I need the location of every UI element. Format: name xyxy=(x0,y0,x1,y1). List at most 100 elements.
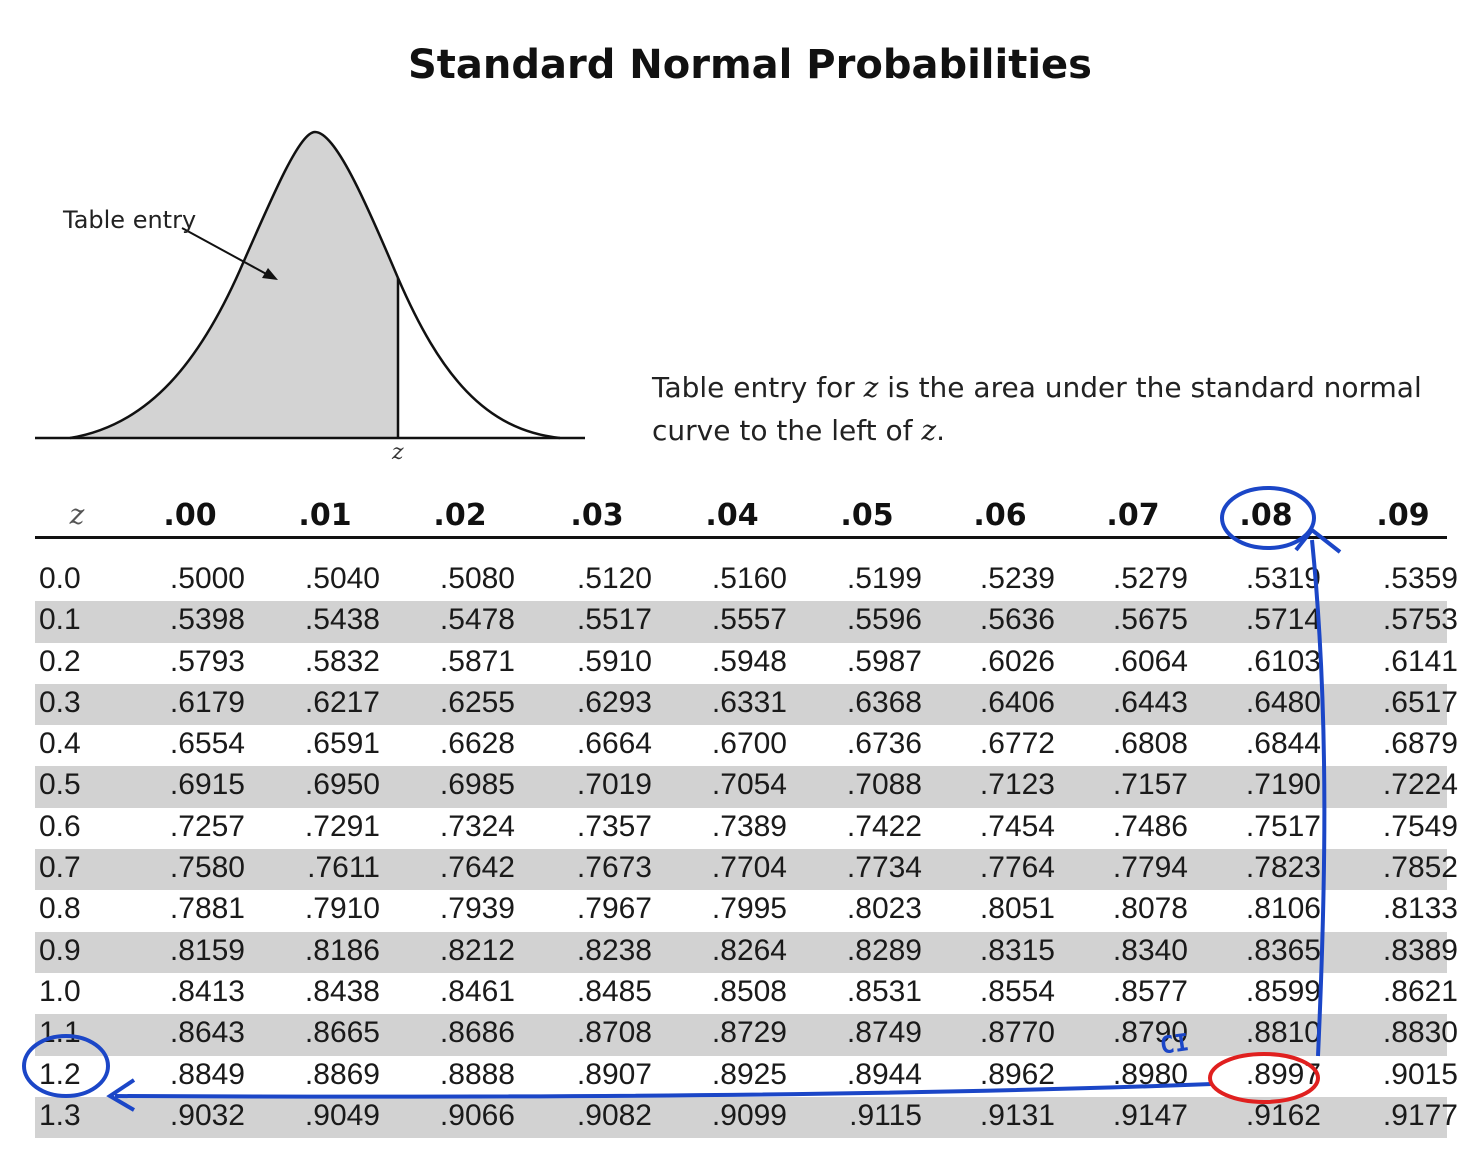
probability-cell: .8888 xyxy=(439,1057,515,1091)
table-row: 0.2 .5793 .5832 .5871 .5910 .5948 .5987 .6026 .6… xyxy=(35,643,1458,684)
probability-cell: .7823 xyxy=(1245,851,1321,885)
probability-cell: .5987 xyxy=(846,644,922,678)
probability-cell: .7054 xyxy=(711,768,787,802)
probability-cell: .6736 xyxy=(846,727,922,761)
normal-curve-figure xyxy=(35,130,585,440)
probability-cell: .7995 xyxy=(711,892,787,926)
probability-cell: .5675 xyxy=(1112,603,1188,637)
probability-cell: .5714 xyxy=(1245,603,1321,637)
probability-cell: .8599 xyxy=(1245,974,1321,1008)
probability-cell: .9131 xyxy=(979,1098,1055,1132)
probability-cell: .7673 xyxy=(576,851,652,885)
probability-cell: .8340 xyxy=(1112,933,1188,967)
probability-cell: .7291 xyxy=(304,809,380,843)
probability-cell: .9032 xyxy=(169,1098,245,1132)
probability-cell: .8907 xyxy=(576,1057,652,1091)
probability-cell: .7324 xyxy=(439,809,515,843)
probability-cell: .8508 xyxy=(711,974,787,1008)
probability-cell: .7486 xyxy=(1112,809,1188,843)
probability-cell: .5239 xyxy=(979,562,1055,595)
probability-cell: .5832 xyxy=(304,644,380,678)
column-header: .07 xyxy=(1106,498,1160,533)
page-title: Standard Normal Probabilities xyxy=(408,42,1092,88)
probability-cell: .9015 xyxy=(1382,1057,1458,1091)
probability-cell: .6700 xyxy=(711,727,787,761)
column-header: .06 xyxy=(973,498,1027,533)
probability-cell: .7517 xyxy=(1245,809,1321,843)
probability-cell: .8461 xyxy=(439,974,515,1008)
description-var-z: z xyxy=(921,414,937,447)
z-value-cell: 0.3 xyxy=(39,685,81,719)
probability-cell: .7422 xyxy=(846,809,922,843)
probability-cell: .6443 xyxy=(1112,685,1188,719)
column-header: .01 xyxy=(298,498,352,533)
probability-cell: .7852 xyxy=(1382,851,1458,885)
probability-cell: .7881 xyxy=(169,892,245,926)
description-text-2: is the area under the standard normal cu… xyxy=(652,371,1422,447)
column-header: .02 xyxy=(433,498,487,533)
z-value-cell: 0.2 xyxy=(39,644,81,678)
probability-cell: .6255 xyxy=(439,685,515,719)
probability-cell: .6628 xyxy=(439,727,515,761)
probability-cell: .8531 xyxy=(846,974,922,1008)
probability-cell: .5478 xyxy=(439,603,515,637)
probability-cell: .8925 xyxy=(711,1057,787,1091)
probability-cell: .8729 xyxy=(711,1016,787,1050)
probability-cell: .5199 xyxy=(846,562,922,595)
probability-cell: .8212 xyxy=(439,933,515,967)
probability-cell: .5359 xyxy=(1382,562,1458,595)
probability-cell: .7910 xyxy=(304,892,380,926)
probability-cell: .9177 xyxy=(1382,1098,1458,1132)
probability-cell: .6950 xyxy=(304,768,380,802)
probability-cell: .7939 xyxy=(439,892,515,926)
probability-cell: .8944 xyxy=(846,1057,922,1091)
probability-cell: .7580 xyxy=(169,851,245,885)
probability-cell: .8289 xyxy=(846,933,922,967)
probability-cell: .8438 xyxy=(304,974,380,1008)
probability-cell: .8365 xyxy=(1245,933,1321,967)
probability-cell: .7190 xyxy=(1245,768,1321,802)
probability-cell: .6517 xyxy=(1382,685,1458,719)
column-header: .00 xyxy=(163,498,217,533)
probability-cell: .6664 xyxy=(576,727,652,761)
handwritten-note: CI xyxy=(1158,1028,1191,1060)
table-entry-label: Table entry xyxy=(63,206,197,234)
probability-cell: .9049 xyxy=(304,1098,380,1132)
probability-cell: .7549 xyxy=(1382,809,1458,843)
table-description: Table entry for z is the area under the … xyxy=(652,366,1462,452)
column-header: .08 xyxy=(1239,498,1293,533)
probability-cell: .8770 xyxy=(979,1016,1055,1050)
probability-cell: .6808 xyxy=(1112,727,1188,761)
z-axis-marker: z xyxy=(392,440,404,465)
probability-cell: .6844 xyxy=(1245,727,1321,761)
probability-cell: .5080 xyxy=(439,562,515,595)
z-value-cell: 0.6 xyxy=(39,809,81,843)
probability-cell: .5948 xyxy=(711,644,787,678)
probability-cell: .8264 xyxy=(711,933,787,967)
z-value-cell: 0.7 xyxy=(39,851,81,885)
probability-cell: .5000 xyxy=(169,562,245,595)
z-value-cell: 1.2 xyxy=(39,1057,81,1091)
probability-cell: .8749 xyxy=(846,1016,922,1050)
probability-cell: .9115 xyxy=(849,1098,922,1132)
table-row: 0.4 .6554 .6591 .6628 .6664 .6700 .6736 .6772 .6… xyxy=(35,725,1458,766)
probability-cell: .7157 xyxy=(1112,768,1188,802)
probability-cell: .5596 xyxy=(846,603,922,637)
probability-cell: .7088 xyxy=(846,768,922,802)
probability-cell: .7642 xyxy=(439,851,515,885)
z-value-cell: 1.0 xyxy=(39,974,81,1008)
probability-cell: .6293 xyxy=(576,685,652,719)
table-row: 0.1 .5398 .5438 .5478 .5517 .5557 .5596 .5636 .5… xyxy=(35,601,1458,643)
probability-cell: .8159 xyxy=(169,933,245,967)
probability-cell: .5910 xyxy=(576,644,652,678)
probability-cell: .5871 xyxy=(439,644,515,678)
probability-cell: .5120 xyxy=(576,562,652,595)
probability-cell: .8708 xyxy=(576,1016,652,1050)
z-value-cell: 0.8 xyxy=(39,892,81,926)
column-header: .04 xyxy=(705,498,759,533)
probability-cell: .7357 xyxy=(576,809,652,843)
probability-cell: .8962 xyxy=(979,1057,1055,1091)
probability-cell: .8554 xyxy=(979,974,1055,1008)
probability-cell: .5793 xyxy=(169,644,245,678)
probability-cell: .6554 xyxy=(169,727,245,761)
